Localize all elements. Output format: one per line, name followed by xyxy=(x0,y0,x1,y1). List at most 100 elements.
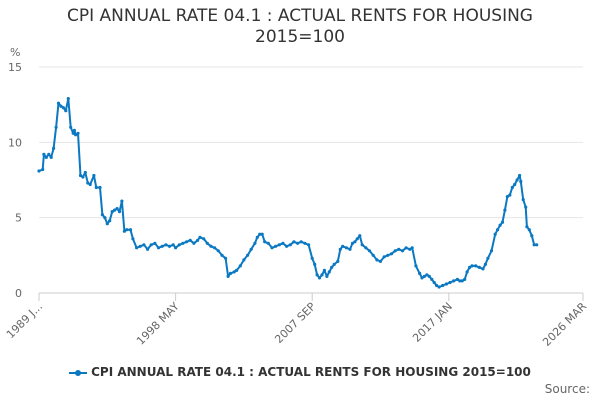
data-point[interactable] xyxy=(460,279,464,283)
data-point[interactable] xyxy=(500,220,505,224)
data-point[interactable] xyxy=(253,241,257,245)
data-point[interactable] xyxy=(477,265,481,269)
data-point[interactable] xyxy=(360,243,364,247)
data-point[interactable] xyxy=(448,280,452,285)
data-point[interactable] xyxy=(71,131,75,135)
data-point[interactable] xyxy=(470,264,474,268)
data-point[interactable] xyxy=(375,258,379,262)
data-point[interactable] xyxy=(78,173,83,178)
data-point[interactable] xyxy=(246,253,250,257)
data-point[interactable] xyxy=(263,240,267,244)
data-point[interactable] xyxy=(142,243,146,247)
data-point[interactable] xyxy=(167,244,172,248)
data-point[interactable] xyxy=(425,273,429,277)
data-point[interactable] xyxy=(41,167,45,172)
data-point[interactable] xyxy=(122,229,126,233)
data-point[interactable] xyxy=(74,133,78,137)
data-point[interactable] xyxy=(498,223,502,227)
data-point[interactable] xyxy=(88,182,92,187)
data-point[interactable] xyxy=(452,279,456,283)
data-point[interactable] xyxy=(242,258,246,262)
data-point[interactable] xyxy=(532,243,536,247)
data-point[interactable] xyxy=(382,255,386,259)
data-point[interactable] xyxy=(493,232,497,236)
data-point[interactable] xyxy=(117,210,122,214)
data-point[interactable] xyxy=(188,238,192,242)
data-point[interactable] xyxy=(420,276,424,280)
data-point[interactable] xyxy=(146,247,150,251)
data-point[interactable] xyxy=(100,213,104,217)
data-point[interactable] xyxy=(489,249,494,253)
data-point[interactable] xyxy=(110,210,114,214)
data-point[interactable] xyxy=(344,246,348,250)
data-point[interactable] xyxy=(518,173,522,178)
data-point[interactable] xyxy=(220,253,224,257)
data-point[interactable] xyxy=(527,228,531,232)
data-point[interactable] xyxy=(202,237,206,241)
data-point[interactable] xyxy=(44,155,48,159)
data-point[interactable] xyxy=(285,244,289,248)
data-point[interactable] xyxy=(338,247,342,251)
data-point[interactable] xyxy=(47,152,51,156)
data-point[interactable] xyxy=(94,185,98,190)
data-point[interactable] xyxy=(515,178,519,182)
data-point[interactable] xyxy=(455,277,459,281)
data-point[interactable] xyxy=(348,247,352,251)
data-point[interactable] xyxy=(332,262,336,266)
data-point[interactable] xyxy=(364,246,368,250)
data-point[interactable] xyxy=(303,241,307,245)
data-point[interactable] xyxy=(277,243,281,247)
data-point[interactable] xyxy=(367,249,372,253)
data-point[interactable] xyxy=(330,265,334,269)
data-point[interactable] xyxy=(437,285,441,289)
data-point[interactable] xyxy=(266,241,270,245)
data-point[interactable] xyxy=(327,270,331,274)
data-point[interactable] xyxy=(350,241,355,245)
data-point[interactable] xyxy=(458,279,462,283)
data-point[interactable] xyxy=(274,244,278,248)
data-point[interactable] xyxy=(131,237,135,241)
data-point[interactable] xyxy=(249,247,253,251)
data-point[interactable] xyxy=(325,274,329,278)
data-point[interactable] xyxy=(258,232,262,236)
data-point[interactable] xyxy=(232,270,236,274)
data-point[interactable] xyxy=(108,219,112,223)
data-point[interactable] xyxy=(510,185,514,190)
data-point[interactable] xyxy=(149,243,153,247)
data-point[interactable] xyxy=(185,240,189,244)
data-point[interactable] xyxy=(441,283,445,288)
data-point[interactable] xyxy=(213,246,217,250)
data-point[interactable] xyxy=(296,241,300,245)
data-point[interactable] xyxy=(432,280,436,285)
data-point[interactable] xyxy=(353,240,357,244)
data-point[interactable] xyxy=(483,262,487,266)
data-point[interactable] xyxy=(156,246,161,250)
data-point[interactable] xyxy=(72,128,76,132)
data-point[interactable] xyxy=(422,274,426,278)
data-point[interactable] xyxy=(115,207,119,211)
data-point[interactable] xyxy=(105,222,109,226)
data-point[interactable] xyxy=(481,267,485,271)
data-point[interactable] xyxy=(37,169,41,173)
data-point[interactable] xyxy=(98,185,102,190)
data-point[interactable] xyxy=(414,264,418,268)
source-label[interactable]: Source: xyxy=(544,382,590,396)
data-point[interactable] xyxy=(86,181,90,185)
data-point[interactable] xyxy=(205,241,209,245)
data-point[interactable] xyxy=(444,282,448,286)
data-point[interactable] xyxy=(128,228,133,232)
data-point[interactable] xyxy=(435,283,439,288)
data-point[interactable] xyxy=(397,247,401,251)
data-point[interactable] xyxy=(389,252,394,256)
data-point[interactable] xyxy=(525,225,529,229)
data-point[interactable] xyxy=(463,277,467,281)
data-point[interactable] xyxy=(209,244,213,248)
data-point[interactable] xyxy=(135,246,139,250)
data-point[interactable] xyxy=(56,101,61,105)
data-point[interactable] xyxy=(59,104,63,108)
data-point[interactable] xyxy=(69,125,73,129)
data-point[interactable] xyxy=(465,270,469,274)
data-point[interactable] xyxy=(42,152,46,156)
data-point[interactable] xyxy=(83,170,87,175)
data-point[interactable] xyxy=(322,268,326,272)
